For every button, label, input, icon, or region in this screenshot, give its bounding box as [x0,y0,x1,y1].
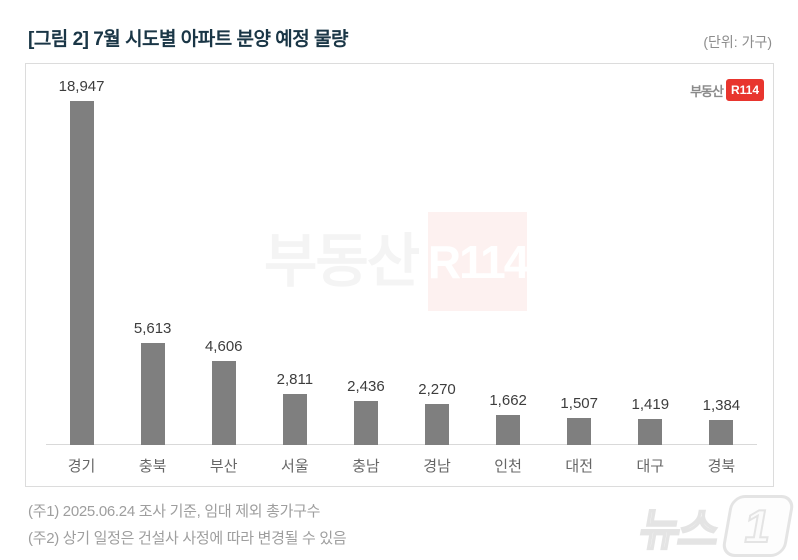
category-label: 경남 [423,458,451,475]
bar [69,101,94,445]
category-label: 경기 [67,458,96,475]
bar-column-서울: 2,811 서울 [259,64,330,486]
bar-value-label: 2,270 [418,381,456,398]
news1-watermark: 뉴스 1 [635,494,796,558]
brand-logo: 부동산 R114 [690,79,764,101]
category-label: 서울 [281,458,309,475]
bar-value-label: 1,507 [560,395,598,412]
category-label: 충남 [352,458,380,475]
category-label: 대구 [636,458,665,475]
category-label: 부산 [209,458,238,475]
bar-value-label: 1,419 [631,396,670,413]
bar-column-대구: 1,419 대구 [615,64,686,486]
bar-value-label: 1,384 [702,397,741,414]
bar-value-label: 1,662 [489,392,527,409]
bar-column-충남: 2,436 충남 [330,64,401,486]
bar-column-대전: 1,507 대전 [544,64,615,486]
news1-watermark-text: 뉴스 [635,505,723,556]
bar-column-인천: 1,662 인천 [473,64,544,486]
footnote-1: (주1) 2025.06.24 조사 기준, 임대 제외 총가구수 [28,503,321,520]
category-label: 대전 [565,458,594,475]
brand-logo-text: 부동산 [690,83,724,99]
bar [496,415,521,445]
bar-column-경북: 1,384 경북 [686,64,757,486]
bar-chart-plot: 18,947 경기 5,613 충북 4,606 부산 2,811 서울 2,436 충남 2,27… [46,64,757,486]
bar [425,404,450,445]
bar-value-label: 5,613 [133,320,172,337]
category-label: 경북 [707,458,736,475]
bar-chart: 부동산 R114 부동산 R114 18,947 경기 5,613 충북 4,606 부산… [25,63,774,487]
bar-column-부산: 4,606 부산 [188,64,259,486]
bar-column-충북: 5,613 충북 [117,64,188,486]
bar-value-label: 2,436 [347,378,385,395]
bar-column-경남: 2,270 경남 [401,64,472,486]
bar-value-label: 18,947 [58,78,105,95]
bar-value-label: 2,811 [276,371,314,388]
brand-logo-r114-badge: R114 [725,79,764,101]
bar [211,361,236,445]
unit-label: (단위: 가구) [703,34,772,50]
category-label: 충북 [138,458,167,475]
bar [140,343,165,445]
bar [353,401,378,445]
bar [567,418,592,445]
page-title: [그림 2] 7월 시도별 아파트 분양 예정 물량 [28,29,348,50]
x-axis-line [46,444,757,445]
bar-value-label: 4,606 [204,338,243,355]
category-label: 인천 [494,458,522,475]
bar [282,394,307,445]
bar-column-경기: 18,947 경기 [46,64,117,486]
bar [709,420,734,445]
bar [638,419,663,445]
news1-watermark-one: 1 [720,495,796,557]
footnote-2: (주2) 상기 일정은 건설사 사정에 따라 변경될 수 있음 [28,530,347,547]
